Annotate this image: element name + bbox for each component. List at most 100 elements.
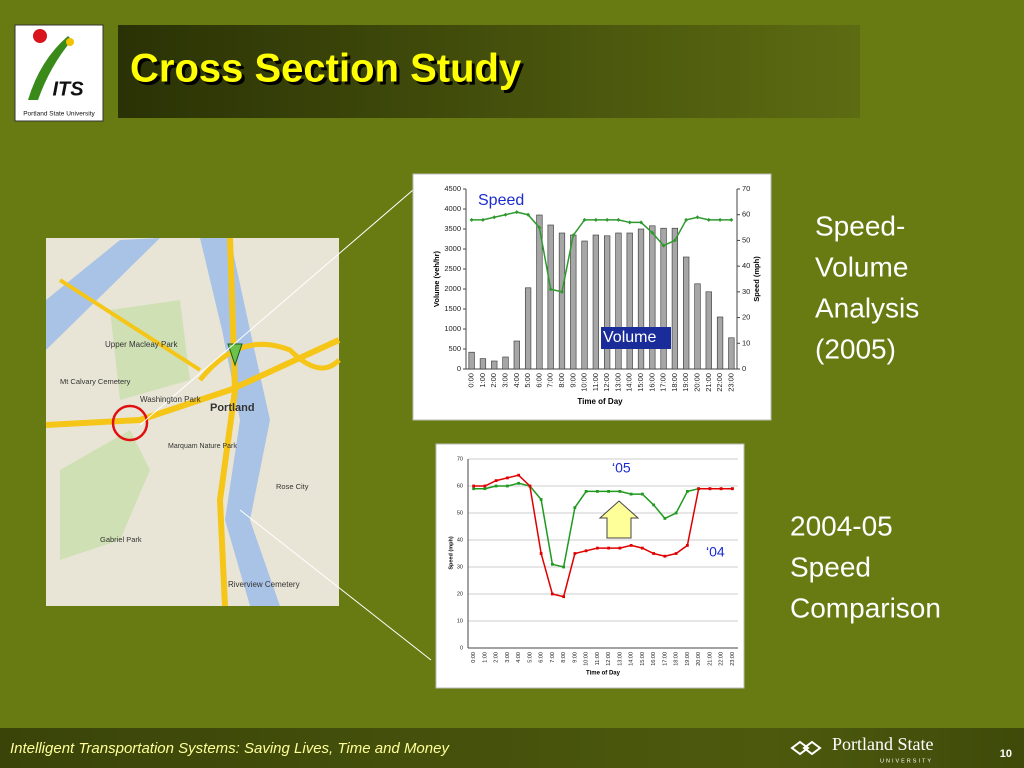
point [697, 487, 701, 491]
point [505, 476, 509, 480]
point [514, 210, 519, 215]
x-tick-label: 11:00 [591, 373, 600, 391]
y-tick-label: 4000 [444, 204, 461, 213]
x-tick-label: 18:00 [674, 652, 680, 666]
point [494, 484, 498, 488]
point [494, 479, 498, 482]
y-axis-title: Speed (mph) [448, 536, 454, 569]
point [517, 481, 521, 485]
x-tick-label: 14:00 [625, 373, 634, 392]
series-label: ‘04 [706, 544, 725, 560]
y-tick-label: 0 [460, 645, 463, 651]
x-tick-label: 1:00 [482, 652, 488, 663]
x-tick-label: 4:00 [516, 652, 522, 663]
bar [683, 256, 690, 370]
point [548, 287, 553, 292]
caption-line: Volume [815, 251, 908, 282]
point [526, 212, 531, 217]
series-label-bg [601, 327, 671, 349]
point [729, 217, 734, 222]
x-tick-label: 3:00 [501, 373, 510, 388]
caption-line: Analysis [815, 292, 919, 323]
bar [570, 234, 577, 370]
point [492, 215, 497, 220]
x-tick-label: 19:00 [681, 373, 690, 392]
y-axis-title: Volume (veh/hr) [432, 250, 441, 307]
logo-caption: Portland State University [23, 111, 95, 118]
point [472, 484, 476, 488]
x-tick-label: 23:00 [726, 373, 735, 392]
y2-axis-title: Speed (mph) [752, 256, 761, 302]
caption-line: (2005) [815, 333, 896, 364]
x-tick-label: 7:00 [550, 652, 556, 663]
y-tick-label: 3000 [444, 244, 461, 253]
point [730, 487, 734, 491]
point [469, 217, 474, 222]
point [652, 503, 656, 507]
point [571, 233, 576, 238]
y-tick-label: 1000 [444, 324, 461, 333]
caption-line: 2004-05 [790, 510, 893, 541]
point [708, 487, 712, 491]
x-tick-label: 0:00 [467, 373, 476, 388]
point [595, 490, 599, 493]
bar [660, 227, 667, 370]
point [695, 215, 700, 220]
bar [581, 240, 588, 370]
road [198, 341, 341, 382]
x-tick-label: 21:00 [704, 373, 713, 392]
river [46, 238, 160, 350]
bar [491, 360, 498, 370]
x-tick-label: 19:00 [685, 652, 691, 666]
point [584, 490, 588, 493]
logo-swoosh [28, 36, 72, 100]
map-label: Rose City [276, 482, 309, 491]
study-site-circle [111, 404, 149, 442]
y2-tick-label: 30 [742, 287, 750, 296]
x-tick-label: 12:00 [602, 373, 611, 392]
road [58, 278, 202, 372]
x-tick-label: 18:00 [670, 373, 679, 392]
y-tick-label: 2500 [444, 264, 461, 273]
point [640, 492, 644, 496]
x-tick-label: 10:00 [584, 652, 590, 666]
point [528, 484, 532, 488]
bar [524, 287, 532, 370]
connector-line [139, 189, 414, 426]
x-tick-label: 13:00 [613, 373, 622, 392]
bar [536, 214, 543, 370]
point [562, 595, 566, 599]
improvement-arrow [598, 500, 640, 539]
point [629, 544, 633, 547]
x-tick-label: 16:00 [651, 652, 657, 666]
y2-tick-label: 50 [742, 235, 750, 244]
x-tick-label: 8:00 [557, 373, 566, 388]
x-tick-label: 17:00 [659, 373, 668, 392]
point [640, 546, 644, 550]
connector-line [239, 509, 432, 661]
bar [604, 235, 611, 370]
x-axis-title: Time of Day [586, 671, 621, 677]
x-tick-label: 6:00 [539, 652, 545, 663]
point [616, 217, 621, 222]
bar [728, 337, 735, 370]
x-tick-label: 10:00 [580, 373, 589, 392]
logo-dot [66, 38, 74, 46]
page-number: 10 [1000, 748, 1012, 760]
point [550, 592, 554, 596]
y-tick-label: 60 [457, 483, 463, 489]
map-label: Riverview Cemetery [228, 580, 300, 589]
bar [705, 291, 712, 370]
point [595, 546, 599, 550]
x-axis-title: Time of Day [577, 397, 623, 406]
series-label: Speed [478, 192, 524, 209]
point [562, 565, 566, 569]
point [719, 487, 723, 491]
point [573, 552, 577, 555]
y-tick-label: 0 [457, 364, 461, 373]
point [674, 552, 678, 555]
x-tick-label: 20:00 [696, 652, 702, 666]
x-tick-label: 3:00 [505, 652, 511, 663]
x-tick-label: 20:00 [692, 373, 701, 392]
y2-tick-label: 40 [742, 261, 750, 270]
